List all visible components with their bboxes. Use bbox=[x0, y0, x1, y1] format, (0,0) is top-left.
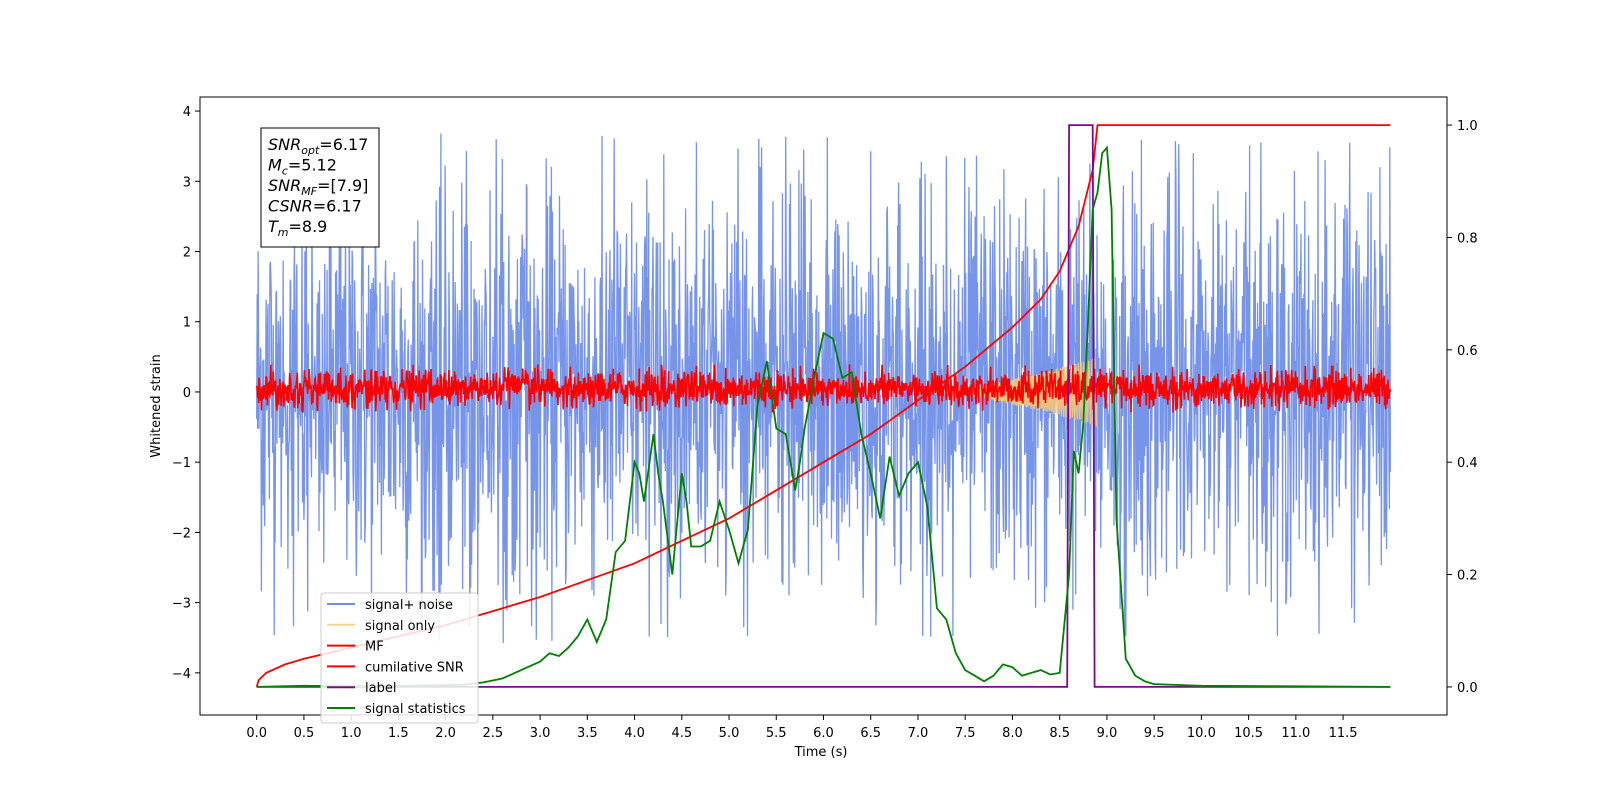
x-tick-label: 1.0 bbox=[341, 726, 362, 741]
legend-label-signal-only: signal only bbox=[365, 619, 435, 634]
x-tick-label: 3.0 bbox=[530, 726, 551, 741]
annotation-line: SNRMF=[7.9] bbox=[268, 176, 368, 198]
series-signal-statistics bbox=[256, 145, 1391, 688]
y-tick-label: −2 bbox=[172, 526, 191, 541]
x-tick-label: 4.5 bbox=[671, 726, 692, 741]
x-tick-label: 9.0 bbox=[1097, 726, 1118, 741]
x-tick-label: 6.5 bbox=[860, 726, 881, 741]
x-axis-label: Time (s) bbox=[794, 745, 848, 760]
x-tick-label: 8.0 bbox=[1002, 726, 1023, 741]
x-tick-label: 10.0 bbox=[1187, 726, 1216, 741]
x-tick-label: 5.0 bbox=[719, 726, 740, 741]
x-tick-label: 1.5 bbox=[388, 726, 409, 741]
annotation-line: SNRopt=6.17 bbox=[268, 135, 368, 157]
y-tick-label: 3 bbox=[183, 175, 191, 190]
x-tick-label: 3.5 bbox=[577, 726, 598, 741]
y2-tick-label: 0.0 bbox=[1457, 681, 1478, 696]
series-cumilative-snr bbox=[255, 124, 1391, 688]
y-tick-label: 0 bbox=[183, 386, 191, 401]
x-tick-label: 0.0 bbox=[246, 726, 267, 741]
x-tick-label: 6.0 bbox=[813, 726, 834, 741]
x-tick-label: 11.0 bbox=[1281, 726, 1310, 741]
legend-label-cumilative-snr: cumilative SNR bbox=[365, 660, 464, 675]
x-tick-label: 11.5 bbox=[1329, 726, 1358, 741]
x-tick-label: 9.5 bbox=[1144, 726, 1165, 741]
y-tick-label: 2 bbox=[183, 246, 191, 261]
y-tick-label: 1 bbox=[183, 316, 191, 331]
legend-label-label: label bbox=[365, 681, 396, 696]
annotation-line: Tm=8.9 bbox=[268, 217, 327, 239]
y2-tick-label: 0.2 bbox=[1457, 569, 1478, 584]
x-tick-label: 2.5 bbox=[483, 726, 504, 741]
y-tick-label: −3 bbox=[172, 597, 191, 612]
y2-tick-label: 0.6 bbox=[1457, 344, 1478, 359]
annotation-box: SNRopt=6.17Mc=5.12SNRMF=[7.9]CSNR=6.17Tm… bbox=[260, 127, 380, 248]
y-tick-label: −4 bbox=[172, 667, 191, 682]
annotation-lines: SNRopt=6.17Mc=5.12SNRMF=[7.9]CSNR=6.17Tm… bbox=[268, 135, 368, 239]
legend: signal+ noise signal only MF cumilative SNR… bbox=[320, 592, 479, 724]
x-tick-label: 8.5 bbox=[1049, 726, 1070, 741]
plot-area bbox=[255, 124, 1392, 688]
annotation-line: Mc=5.12 bbox=[268, 156, 337, 178]
x-tick-label: 7.0 bbox=[908, 726, 929, 741]
x-tick-label: 10.5 bbox=[1234, 726, 1263, 741]
legend-items: signal+ noise signal only MF cumilative SNR… bbox=[327, 598, 466, 717]
x-tick-label: 2.0 bbox=[435, 726, 456, 741]
x-tick-label: 0.5 bbox=[294, 726, 315, 741]
series-mf bbox=[255, 364, 1392, 413]
legend-label-mf: MF bbox=[365, 640, 384, 655]
legend-label-signal-noise: signal+ noise bbox=[365, 598, 453, 613]
x-tick-label: 5.5 bbox=[766, 726, 787, 741]
x-tick-label: 7.5 bbox=[955, 726, 976, 741]
y2-tick-label: 0.8 bbox=[1457, 231, 1478, 246]
axes-ticks: 0.0 0.5 1.0 1.5 2.0 2.5 3.0 3.5 4.0 4.5 5.0 5.5 6.0 6… bbox=[172, 105, 1478, 741]
x-tick-label: 4.0 bbox=[624, 726, 645, 741]
y2-tick-label: 0.4 bbox=[1457, 456, 1478, 471]
y-tick-label: 4 bbox=[183, 105, 191, 120]
y-axis-label: Whitened strain bbox=[149, 354, 164, 457]
annotation-line: CSNR=6.17 bbox=[268, 197, 362, 216]
y2-tick-label: 1.0 bbox=[1457, 119, 1478, 134]
y-tick-label: −1 bbox=[172, 456, 191, 471]
legend-label-signal-statistics: signal statistics bbox=[365, 702, 466, 717]
